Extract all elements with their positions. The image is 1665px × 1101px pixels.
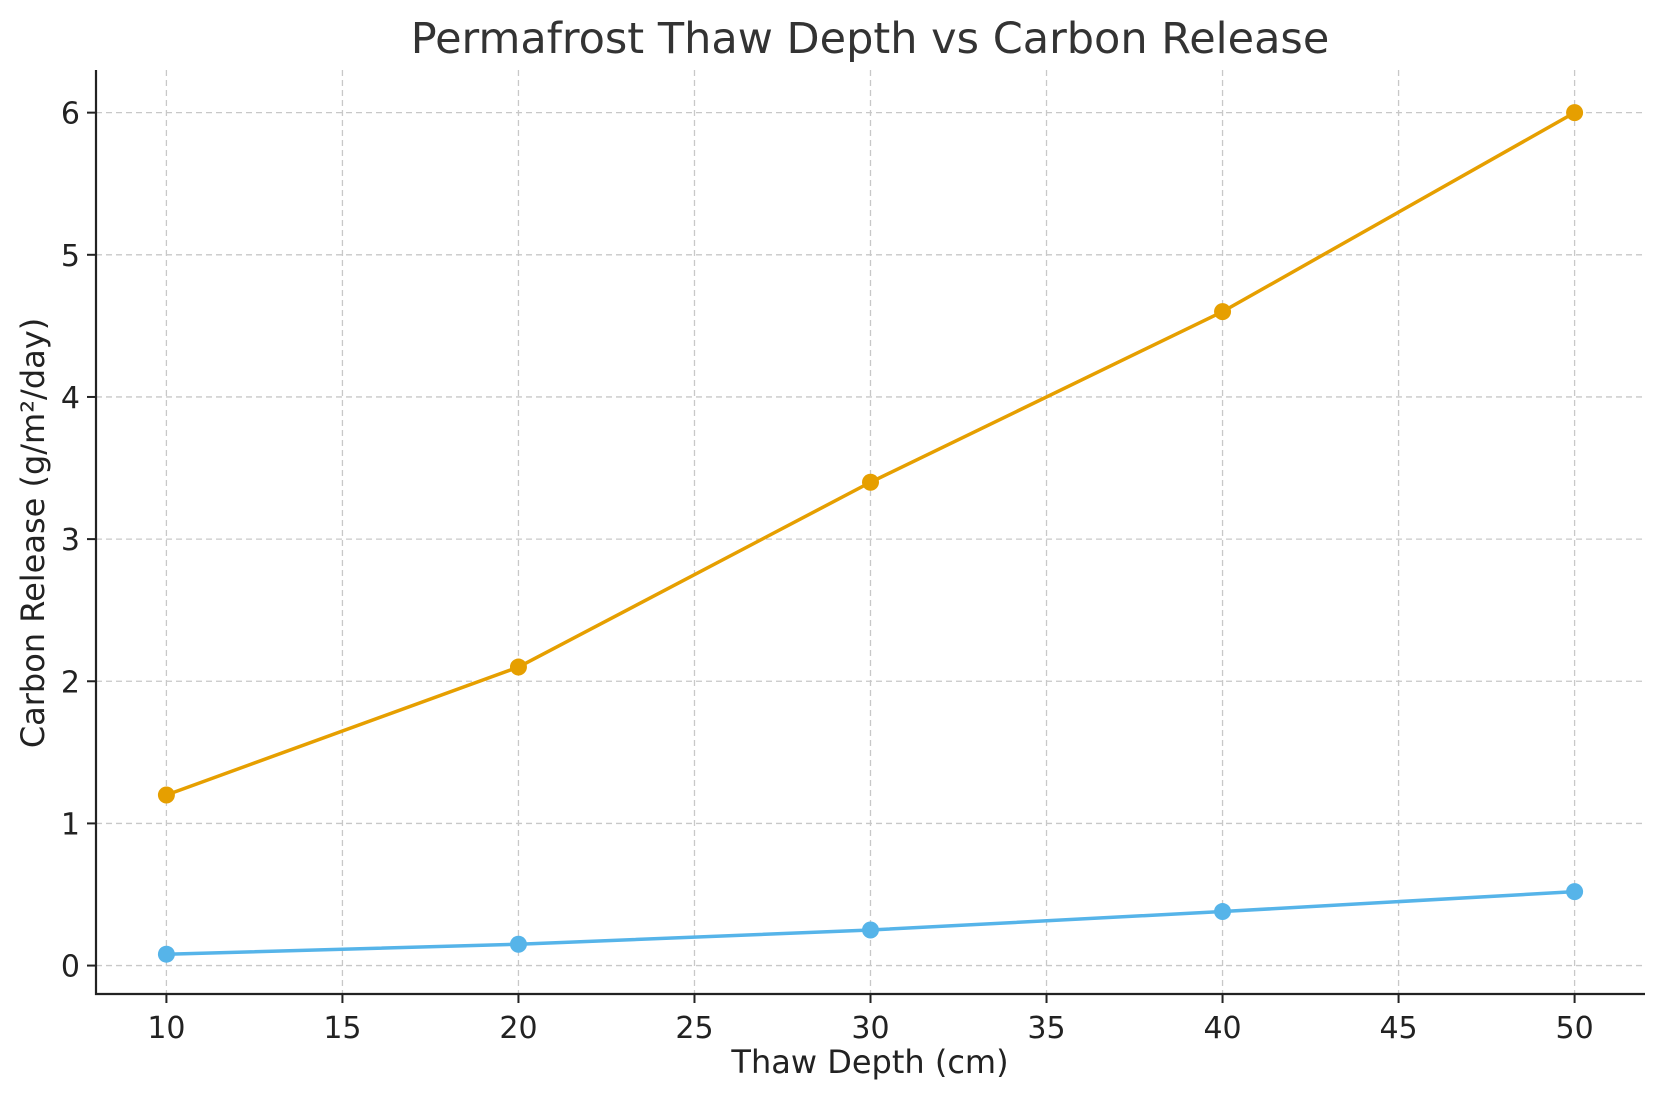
x-tick-label: 45: [1379, 1011, 1417, 1046]
axis-spines: [94, 70, 1645, 996]
x-tick-label: 20: [499, 1011, 537, 1046]
data-point-series-1: [1566, 104, 1584, 122]
data-point-series-2: [1214, 903, 1232, 921]
data-point-series-2: [157, 945, 175, 963]
x-tick-label: 50: [1555, 1011, 1593, 1046]
y-tick-label: 2: [61, 665, 80, 700]
y-axis-label: Carbon Release (g/m²/day): [14, 318, 52, 748]
data-point-series-2: [862, 921, 879, 939]
y-tick-label: 3: [61, 523, 80, 558]
x-tick-label: 40: [1203, 1011, 1241, 1046]
data-point-series-2: [509, 935, 527, 953]
data-point-series-1: [862, 473, 879, 491]
grid: [96, 70, 1645, 994]
x-tick-label: 15: [323, 1011, 361, 1046]
data-point-series-1: [1214, 303, 1232, 321]
data-point-series-1: [509, 658, 527, 676]
data-point-series-2: [1566, 883, 1584, 901]
y-tick-label: 1: [61, 807, 80, 842]
chart-title: Permafrost Thaw Depth vs Carbon Release: [411, 14, 1330, 64]
x-tick-label: 35: [1027, 1011, 1065, 1046]
x-axis-label: Thaw Depth (cm): [730, 1043, 1008, 1081]
x-tick-label: 25: [675, 1011, 713, 1046]
x-tick-label: 10: [147, 1011, 185, 1046]
y-tick-label: 0: [61, 950, 80, 985]
series-group: [157, 104, 1584, 963]
data-point-series-1: [157, 786, 175, 804]
x-tick-label: 30: [851, 1011, 889, 1046]
y-tick-label: 5: [61, 239, 80, 274]
y-tick-label: 6: [61, 97, 80, 132]
axes: [94, 70, 1645, 996]
y-tick-label: 4: [61, 381, 80, 416]
